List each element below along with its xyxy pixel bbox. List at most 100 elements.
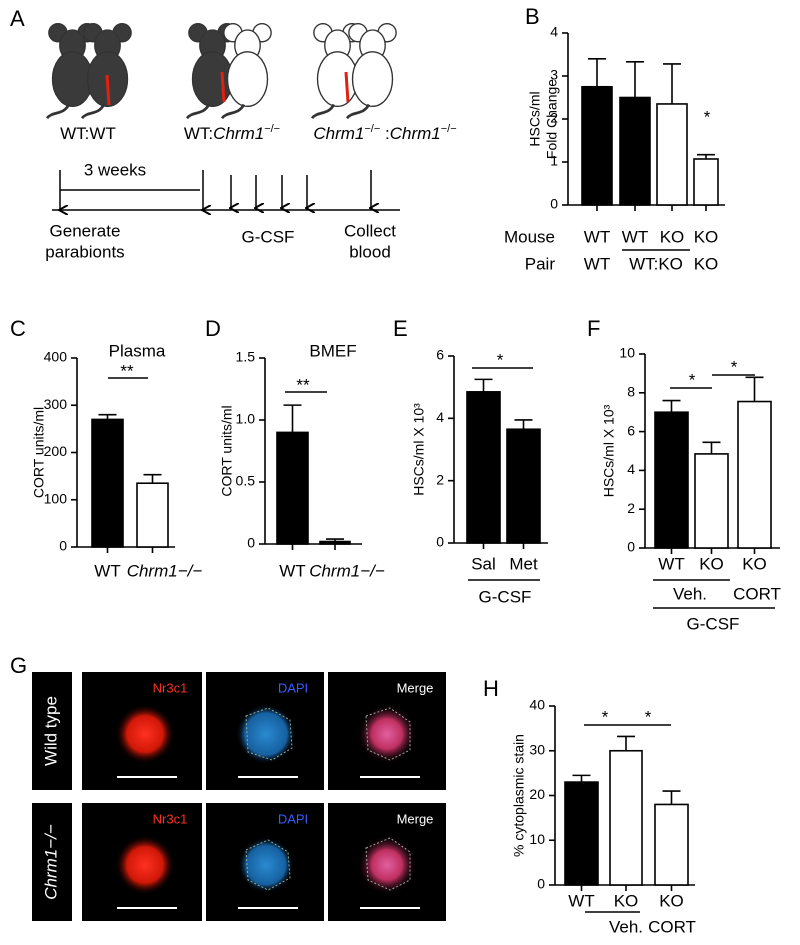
panel-label: E <box>393 316 408 341</box>
column-label: Nr3c1 <box>153 680 188 695</box>
x-tick-label: WT <box>658 554 684 573</box>
label-part: −/− <box>364 123 380 135</box>
label-part: −/− <box>264 123 280 135</box>
timeline <box>52 170 400 210</box>
x-tick-label: KO <box>694 227 719 246</box>
y-tick-label: 20 <box>529 786 545 802</box>
column-label: DAPI <box>278 811 308 826</box>
y-axis-label: HSCs/ml <box>527 91 543 146</box>
y-tick-label: 2 <box>627 500 635 516</box>
significance: * <box>704 107 711 126</box>
row-label: Chrm1−/− <box>41 824 60 900</box>
column-label: Merge <box>397 811 434 826</box>
panel-label: A <box>10 6 25 31</box>
group-label: WT:KO <box>629 254 683 273</box>
y-axis-label: HSCs/ml X 10³ <box>411 403 427 496</box>
y-tick-label: 0 <box>537 876 545 892</box>
y-tick-label: 4 <box>550 24 558 40</box>
panel-label: H <box>483 676 499 701</box>
significance: * <box>602 707 609 726</box>
y-tick-label: 2 <box>550 110 558 126</box>
label-part: −/− <box>441 123 457 135</box>
pair-label: WT:WT <box>60 124 116 143</box>
group-label: Veh. <box>609 917 643 936</box>
y-axis-label: HSCs/ml X 10³ <box>601 404 617 497</box>
y-tick-label: 0 <box>550 196 558 212</box>
panel-label: D <box>205 316 221 341</box>
significance: * <box>689 370 696 389</box>
y-tick-label: 4 <box>627 461 635 477</box>
y-tick-label: 0.5 <box>236 473 256 489</box>
step-label: parabionts <box>45 242 124 261</box>
x-tick-label: WT <box>279 561 305 580</box>
bar <box>694 453 729 549</box>
label-part: WT:WT <box>60 124 116 143</box>
y-tick-label: 10 <box>529 831 545 847</box>
x-tick-label: KO <box>614 891 639 910</box>
step-label: G-CSF <box>242 227 295 246</box>
step-label: Collect <box>344 221 396 240</box>
duration-label: 3 weeks <box>84 160 146 179</box>
label-part: : <box>380 124 389 143</box>
x-tick-label: KO <box>742 554 767 573</box>
step-label: blood <box>349 242 391 261</box>
mice-illustration <box>45 22 398 120</box>
y-tick-label: 1.0 <box>236 411 256 427</box>
bar <box>654 411 689 549</box>
x-tick-label: Sal <box>471 554 496 573</box>
label-part: Chrm1 <box>390 124 441 143</box>
y-axis-label: CORT units/ml <box>31 407 47 498</box>
y-axis-label: CORT units/ml <box>219 405 235 496</box>
x-tick-label: WT <box>622 227 648 246</box>
panel-label: F <box>587 316 600 341</box>
significance: * <box>645 707 652 726</box>
x-tick-label: Chrm1−/− <box>127 561 203 580</box>
group-label: G-CSF <box>479 587 532 606</box>
group-label: CORT <box>733 584 781 603</box>
label-part: Chrm1 <box>213 124 264 143</box>
y-tick-label: 2 <box>436 471 444 487</box>
significance: ** <box>120 361 134 380</box>
y-tick-label: 3 <box>550 67 558 83</box>
y-tick-label: 8 <box>627 384 635 400</box>
significance: * <box>731 357 738 376</box>
y-tick-label: 1 <box>550 153 558 169</box>
significance: ** <box>296 375 310 394</box>
y-tick-label: 30 <box>529 741 545 757</box>
group-label: G-CSF <box>687 614 740 633</box>
bar <box>656 103 688 206</box>
bar <box>581 85 613 206</box>
micrographs <box>32 672 446 921</box>
x-tick-label: WT <box>568 891 594 910</box>
group-label: CORT <box>648 917 696 936</box>
column-label: Merge <box>397 680 434 695</box>
bar <box>654 803 689 886</box>
x-tick-label: Chrm1−/− <box>309 561 385 580</box>
bar <box>136 482 169 548</box>
y-tick-label: 40 <box>529 697 545 713</box>
x-tick-label: WT <box>584 227 610 246</box>
y-tick-label: 1.5 <box>236 349 256 365</box>
significance: * <box>497 350 504 369</box>
bar <box>319 540 351 545</box>
panel-label: C <box>10 316 26 341</box>
panel-label: G <box>10 653 27 678</box>
row-label: Wild type <box>41 696 60 766</box>
pair-label: Chrm1−/− :Chrm1−/− <box>313 123 456 144</box>
x-tick-label: KO <box>660 227 685 246</box>
x-tick-label: Met <box>509 554 538 573</box>
x-tick-label: WT <box>94 561 120 580</box>
y-tick-label: 0 <box>59 538 67 554</box>
x-tick-label: KO <box>659 891 684 910</box>
group-label: KO <box>694 254 719 273</box>
y-tick-label: 0 <box>247 535 255 551</box>
column-label: DAPI <box>278 680 308 695</box>
x-tick-label: KO <box>699 554 724 573</box>
y-tick-label: 10 <box>619 345 635 361</box>
bar <box>737 400 772 549</box>
label-part: WT: <box>184 124 213 143</box>
bar <box>693 158 719 206</box>
y-axis-label: Fold Change <box>544 79 560 159</box>
label-part: Chrm1 <box>313 124 364 143</box>
